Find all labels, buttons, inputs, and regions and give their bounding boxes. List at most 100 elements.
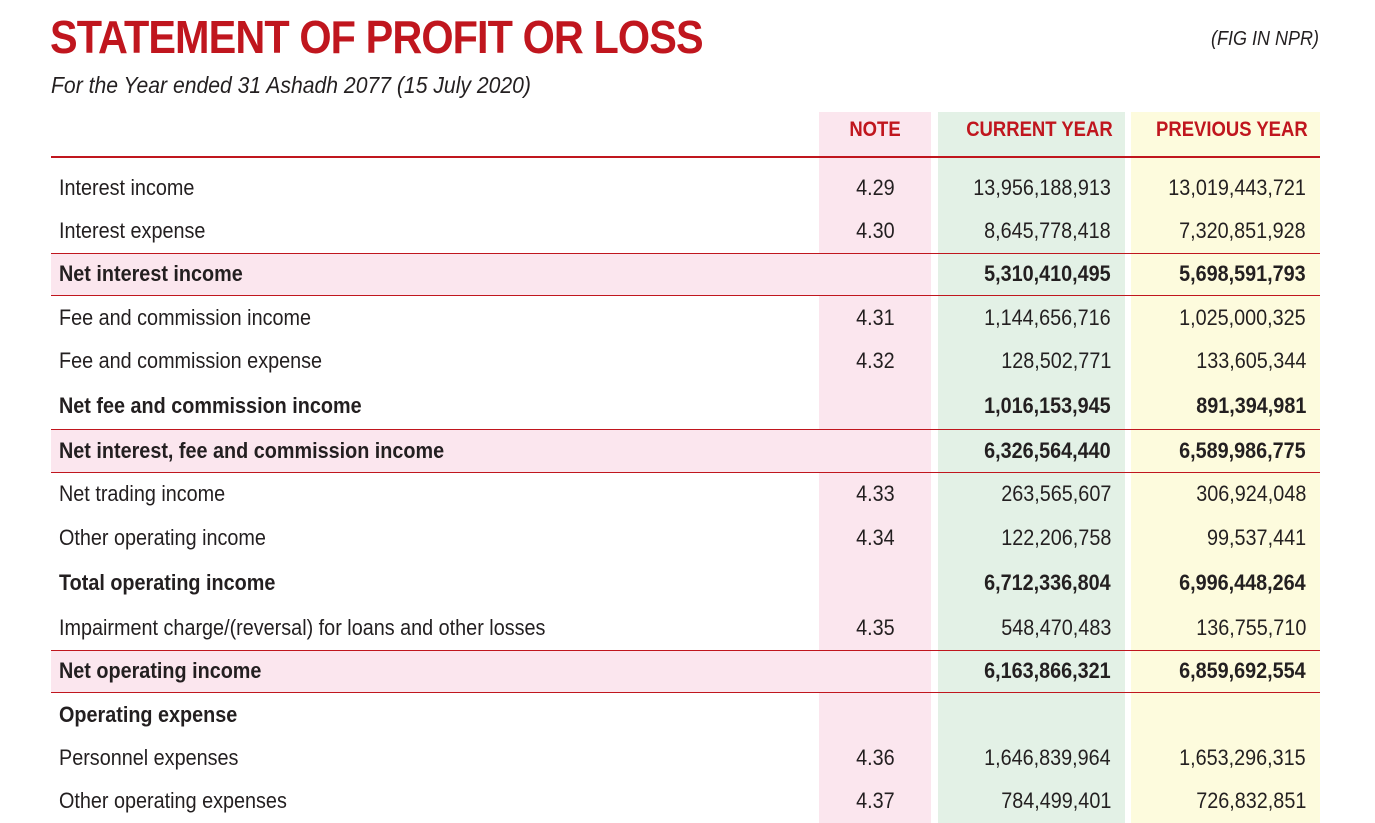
row-label-cell: Net interest income [59,254,263,295]
row-previous-year-value: 6,859,692,554 [1179,658,1306,684]
row-previous-year-value-cell [1131,693,1320,736]
row-note-cell: 4.37 [819,780,931,823]
row-note: 4.30 [855,217,895,243]
current-year-column-header: CURRENT YEAR [966,118,1113,141]
row-current-year-value-cell: 1,016,153,945 [938,382,1125,429]
table-row: Net trading income 4.33 263,565,607 306,924… [51,473,1320,516]
row-previous-year-value: 726,832,851 [1195,788,1306,814]
row-current-year-value-cell: 6,163,866,321 [938,651,1125,692]
row-current-year-value: 8,645,778,418 [984,217,1111,243]
row-previous-year-value-cell: 136,755,710 [1131,606,1320,649]
header-divider [51,156,1320,158]
row-label: Impairment charge/(reversal) for loans a… [59,615,546,641]
row-previous-year-value-cell: 133,605,344 [1131,339,1320,382]
row-label: Fee and commission income [59,304,312,330]
row-label: Net interest, fee and commission income [59,438,445,464]
row-previous-year-value-cell: 726,832,851 [1131,780,1320,823]
row-previous-year-value-cell: 7,320,851,928 [1131,209,1320,252]
row-label-cell: Net interest, fee and commission income [59,430,487,471]
row-label: Net fee and commission income [59,392,362,418]
table-row: Fee and commission expense 4.32 128,502,77… [51,339,1320,382]
table-row: Impairment charge/(reversal) for loans a… [51,606,1320,649]
row-current-year-value: 6,163,866,321 [984,658,1111,684]
table-row: Interest income 4.29 13,956,188,913 13,019,… [51,166,1320,209]
row-current-year-value-cell: 263,565,607 [938,473,1125,516]
row-label-cell: Interest income [59,166,209,209]
row-note-cell [819,382,931,429]
table-row: Net operating income 6,163,866,321 6,859,6… [51,649,1320,693]
row-label: Interest expense [59,217,206,243]
table-row: Net interest income 5,310,410,495 5,698,59… [51,252,1320,296]
row-current-year-value-cell: 6,326,564,440 [938,430,1125,471]
row-note-cell: 4.36 [819,736,931,779]
statement-table: Interest income 4.29 13,956,188,913 13,019,… [51,166,1320,823]
table-row: Personnel expenses 4.36 1,646,839,964 1,653… [51,736,1320,779]
row-note-cell: 4.32 [819,339,931,382]
row-note: 4.37 [855,788,895,814]
row-current-year-value-cell: 5,310,410,495 [938,254,1125,295]
row-previous-year-value: 133,605,344 [1195,347,1306,373]
row-label: Fee and commission expense [59,347,323,373]
period-subtitle: For the Year ended 31 Ashadh 2077 (15 Ju… [51,72,531,98]
row-current-year-value: 13,956,188,913 [973,174,1111,200]
table-row: Total operating income 6,712,336,804 6,996… [51,559,1320,606]
row-previous-year-value-cell: 1,653,296,315 [1131,736,1320,779]
row-previous-year-value: 136,755,710 [1195,615,1306,641]
row-previous-year-value-cell: 306,924,048 [1131,473,1320,516]
row-label-cell: Operating expense [59,693,257,736]
table-row: Fee and commission income 4.31 1,144,656,7… [51,296,1320,339]
row-label-cell: Other operating income [59,516,289,559]
row-label: Other operating expenses [59,788,287,814]
row-current-year-value-cell: 13,956,188,913 [938,166,1125,209]
row-note-cell: 4.34 [819,516,931,559]
row-label-cell: Fee and commission income [59,296,339,339]
row-label-cell: Net fee and commission income [59,382,395,429]
row-previous-year-value-cell: 1,025,000,325 [1131,296,1320,339]
row-current-year-value: 1,144,656,716 [984,304,1111,330]
row-current-year-value-cell: 8,645,778,418 [938,209,1125,252]
table-row: Net interest, fee and commission income 6… [51,429,1320,473]
note-column-background [819,112,931,823]
row-current-year-value: 784,499,401 [1000,788,1111,814]
row-current-year-value: 263,565,607 [1000,481,1111,507]
row-previous-year-value-cell: 99,537,441 [1131,516,1320,559]
row-label: Interest income [59,174,195,200]
table-row: Operating expense [51,693,1320,736]
row-label-background [51,430,819,472]
row-label: Net interest income [59,261,243,287]
row-label-cell: Personnel expenses [59,736,258,779]
row-current-year-value: 122,206,758 [1000,524,1111,550]
row-note: 4.33 [855,481,895,507]
row-label: Total operating income [59,569,276,595]
row-current-year-value-cell: 6,712,336,804 [938,559,1125,606]
row-current-year-value: 6,712,336,804 [984,569,1111,595]
note-column-header: NOTE [849,118,901,141]
row-current-year-value-cell: 128,502,771 [938,339,1125,382]
row-note-cell [819,651,931,692]
row-previous-year-value-cell: 5,698,591,793 [1131,254,1320,295]
row-label: Net operating income [59,658,262,684]
row-current-year-value-cell: 548,470,483 [938,606,1125,649]
row-note-cell: 4.33 [819,473,931,516]
row-previous-year-value-cell: 891,394,981 [1131,382,1320,429]
previous-year-column-header: PREVIOUS YEAR [1156,118,1308,141]
row-label-cell: Total operating income [59,559,299,606]
row-label: Operating expense [59,701,238,727]
row-label-cell: Other operating expenses [59,780,312,823]
row-current-year-value: 1,016,153,945 [984,392,1111,418]
row-label: Other operating income [59,524,266,550]
row-current-year-value-cell: 784,499,401 [938,780,1125,823]
row-current-year-value: 1,646,839,964 [984,744,1111,770]
row-label: Net trading income [59,481,226,507]
row-previous-year-value: 306,924,048 [1195,481,1306,507]
row-current-year-value-cell [938,693,1125,736]
page-title: STATEMENT OF PROFIT OR LOSS [50,11,704,63]
row-current-year-value: 5,310,410,495 [984,261,1111,287]
row-note: 4.31 [855,304,895,330]
table-row: Other operating expenses 4.37 784,499,401 7… [51,780,1320,823]
row-previous-year-value: 7,320,851,928 [1179,217,1306,243]
row-current-year-value: 6,326,564,440 [984,438,1111,464]
row-current-year-value-cell: 1,646,839,964 [938,736,1125,779]
row-label-background [51,253,819,295]
